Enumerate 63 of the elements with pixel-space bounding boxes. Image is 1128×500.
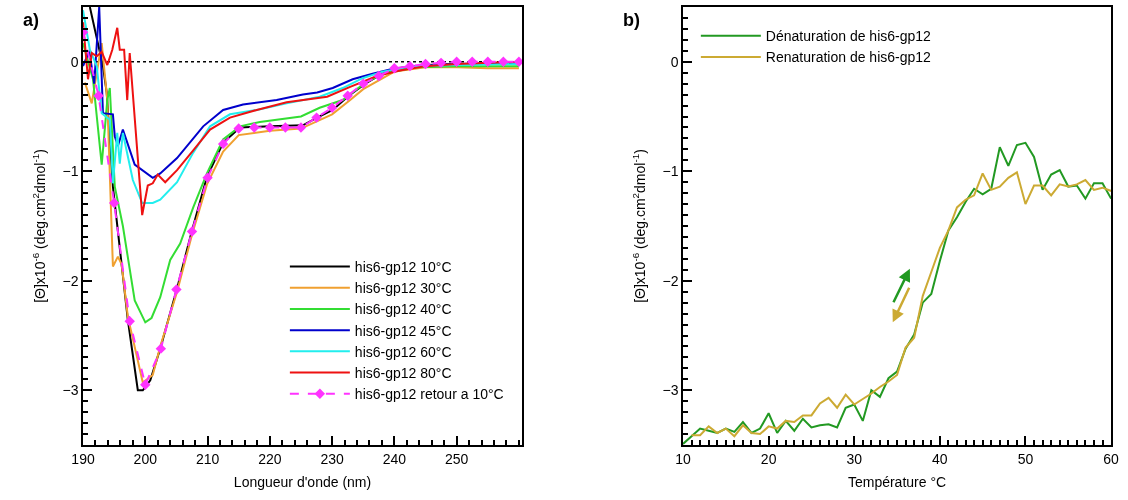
point [140, 379, 151, 390]
point [264, 122, 276, 133]
y-tick-label: −2 [62, 272, 79, 289]
chart-title: b) [623, 10, 640, 30]
x-tick-label: 50 [1017, 450, 1034, 467]
chart-title: a) [23, 10, 40, 30]
point [124, 316, 135, 327]
point [249, 122, 260, 133]
x-axis-title: Température °C [847, 474, 947, 491]
legend-label: his6-gp12 retour a 10°C [354, 386, 504, 403]
point [389, 63, 400, 74]
x-tick-label: 240 [382, 450, 407, 467]
y-tick-label: −3 [62, 382, 79, 399]
x-tick-label: 230 [320, 450, 344, 467]
point [155, 343, 167, 354]
point [311, 112, 322, 123]
legend-label: his6-gp12 60°C [354, 343, 452, 360]
point [358, 78, 369, 89]
point [186, 226, 198, 237]
point [513, 56, 523, 67]
x-tick-label: 60 [1103, 450, 1120, 467]
y-tick-label: 0 [670, 53, 679, 70]
point [280, 122, 291, 133]
x-tick-label: 40 [932, 450, 948, 467]
point [326, 102, 338, 113]
point [404, 60, 416, 72]
point [451, 56, 462, 67]
y-tick-label: −1 [662, 163, 679, 180]
y-tick-label: −2 [662, 272, 679, 289]
legend-label: his6-gp12 80°C [354, 365, 452, 382]
point [467, 56, 478, 67]
legend-label: Dénaturation de his6-gp12 [765, 28, 932, 45]
x-tick-label: 20 [760, 450, 777, 467]
y-tick-label: −1 [62, 163, 79, 180]
legend-label: his6-gp12 10°C [354, 259, 452, 276]
point [217, 138, 229, 150]
point [482, 56, 493, 67]
legend-label: his6-gp12 40°C [354, 301, 452, 318]
y-tick-label: −3 [662, 382, 679, 399]
point [295, 122, 307, 133]
point [435, 57, 447, 69]
x-tick-label: 250 [444, 450, 469, 467]
point [373, 70, 385, 82]
x-tick-label: 10 [675, 450, 691, 467]
legend-label: Renaturation de his6-gp12 [765, 49, 932, 66]
point [420, 58, 431, 70]
x-tick-label: 210 [195, 450, 220, 467]
x-tick-label: 200 [133, 450, 158, 467]
legend-label: his6-gp12 30°C [354, 280, 452, 297]
legend-label: his6-gp12 45°C [354, 322, 452, 339]
x-tick-label: 220 [258, 450, 282, 467]
line-series [83, 42, 520, 324]
point [108, 197, 120, 209]
x-tick-label: 30 [846, 450, 863, 467]
point [498, 56, 509, 67]
x-tick-label: 190 [71, 450, 95, 467]
point [342, 90, 353, 101]
point [93, 90, 104, 101]
point [233, 123, 244, 134]
x-axis-title: Longueur d'onde (nm) [233, 474, 372, 491]
y-tick-label: 0 [70, 53, 79, 70]
point [171, 284, 182, 295]
point [202, 172, 213, 184]
